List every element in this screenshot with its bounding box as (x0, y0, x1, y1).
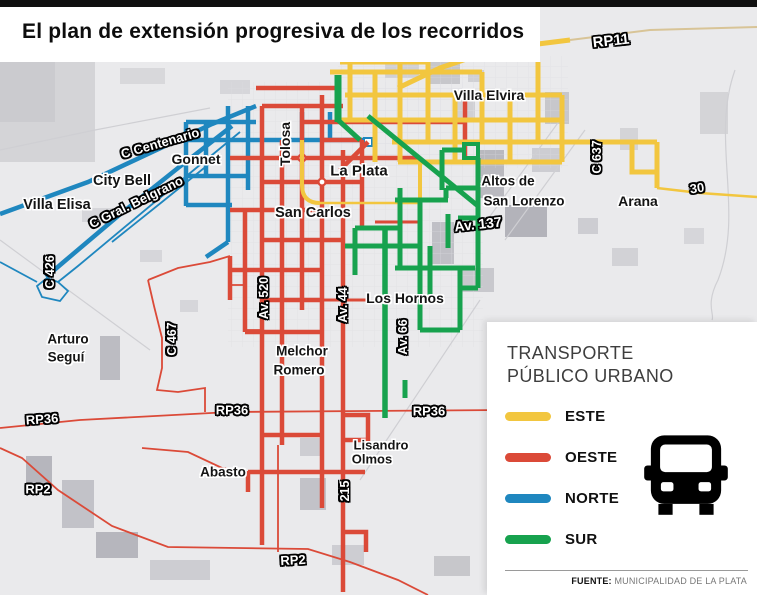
title-band: El plan de extensión progresiva de los r… (0, 7, 540, 62)
source-label: FUENTE: (571, 576, 612, 586)
legend-swatch-sur (505, 534, 551, 544)
legend-item-este: ESTE (505, 407, 757, 425)
source-text: FUENTE: MUNICIPALIDAD DE LA PLATA (571, 576, 747, 586)
page-title: El plan de extensión progresiva de los r… (22, 20, 525, 43)
route-sur (334, 75, 481, 418)
legend-label-sur: SUR (565, 530, 598, 548)
route-oeste (0, 85, 506, 595)
bus-icon (644, 432, 728, 524)
legend-title-line1: TRANSPORTE (507, 343, 634, 363)
legend-item-norte: NORTE (505, 489, 757, 507)
source-divider (505, 570, 748, 571)
legend-swatch-este (505, 411, 551, 421)
legend-label-norte: NORTE (565, 489, 619, 507)
legend-item-sur: SUR (505, 530, 757, 548)
legend-panel: TRANSPORTE PÚBLICO URBANO ESTE OESTE NOR… (487, 322, 757, 595)
top-bar (0, 0, 757, 7)
legend-item-oeste: OESTE (505, 448, 757, 466)
city-map (0, 7, 757, 595)
legend-title: TRANSPORTE PÚBLICO URBANO (507, 342, 757, 388)
legend-label-oeste: OESTE (565, 448, 618, 466)
legend-swatch-oeste (505, 452, 551, 462)
legend-title-line2: PÚBLICO URBANO (507, 366, 674, 386)
legend-rows: ESTE OESTE NORTE SUR (505, 407, 757, 548)
source-value: MUNICIPALIDAD DE LA PLATA (614, 576, 747, 586)
legend-label-este: ESTE (565, 407, 606, 425)
legend-swatch-norte (505, 493, 551, 503)
